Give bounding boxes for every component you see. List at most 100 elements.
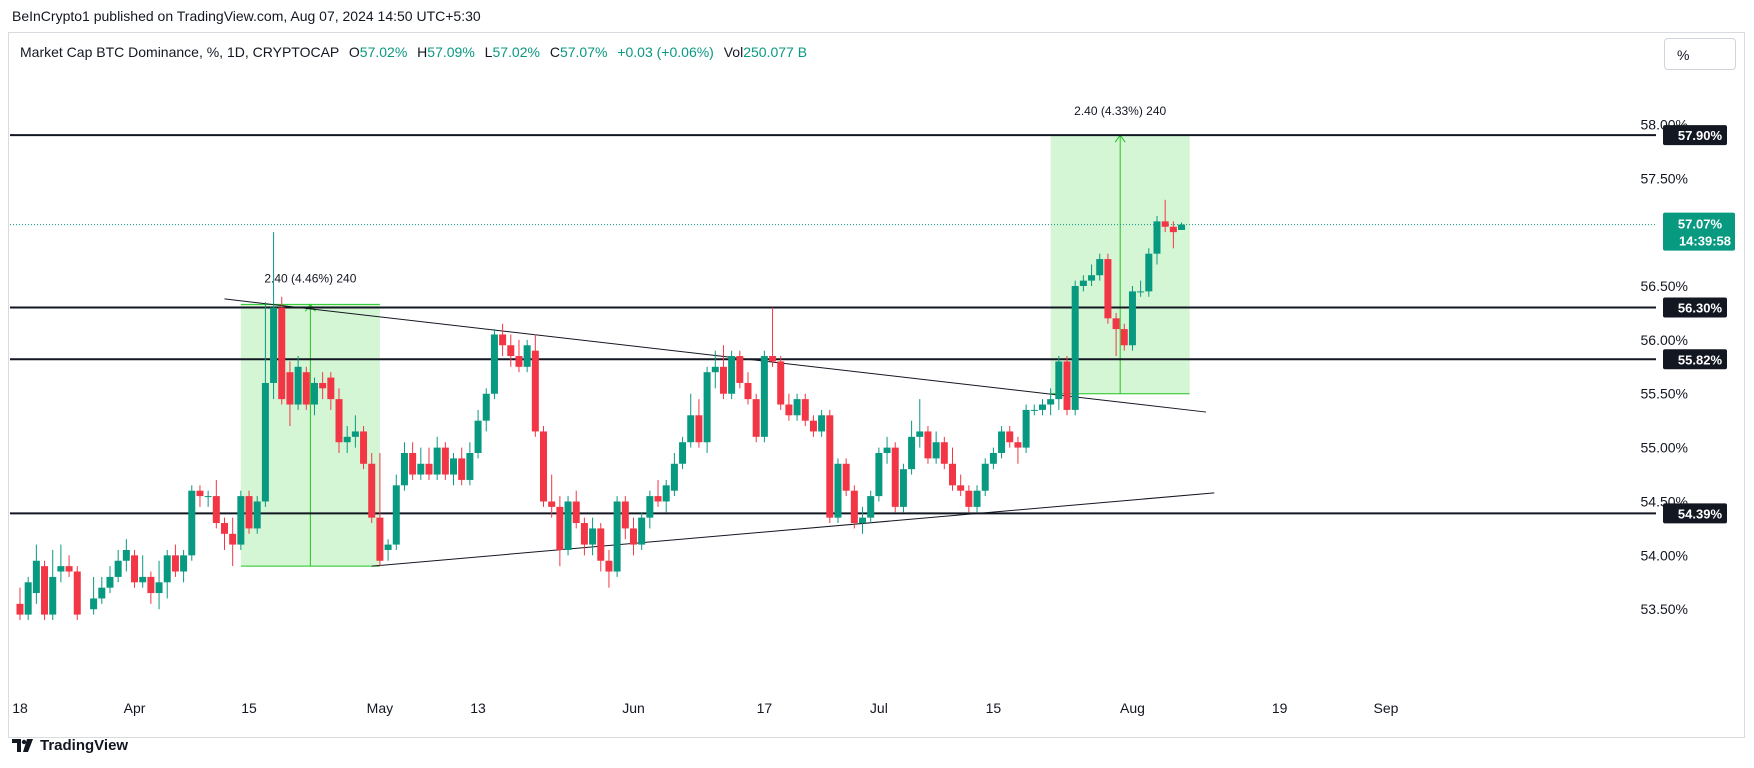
candle-body [131, 555, 139, 583]
candle-body [638, 517, 646, 545]
bar-countdown-label: 14:39:58 [1679, 234, 1731, 249]
candle-body [654, 496, 662, 502]
candle-body [719, 366, 727, 394]
high-label: H [417, 44, 428, 60]
level-price-badge-label: 55.82% [1678, 352, 1723, 367]
price-tick-label: 55.50% [1641, 386, 1688, 402]
candle-body [49, 576, 57, 615]
candle-body [1071, 286, 1079, 410]
candle-body [433, 447, 441, 475]
candle-body [695, 415, 703, 443]
candle-body [163, 555, 171, 583]
candle-body [188, 490, 196, 556]
candle-body [41, 566, 49, 615]
level-price-badge [1663, 125, 1727, 146]
change-value: +0.03 (+0.06%) [617, 44, 714, 60]
candle-body [834, 463, 842, 518]
candle-body [343, 436, 351, 443]
candle-body [450, 458, 458, 475]
price-tick-label: 56.00% [1641, 332, 1688, 348]
candle-body [474, 420, 482, 454]
percent-scale-button[interactable]: % [1664, 38, 1736, 70]
candle-body [703, 372, 711, 443]
candle-body [981, 463, 989, 491]
candle-body [57, 566, 65, 572]
close-value: 57.07% [559, 44, 608, 60]
candle-body [736, 356, 744, 383]
candle-body [106, 576, 114, 588]
candle-body [458, 458, 466, 480]
candle-body [90, 598, 98, 610]
candle-body [1047, 399, 1055, 405]
candle-body [245, 496, 253, 529]
price-tick-label: 55.00% [1641, 440, 1688, 456]
low-label: L [484, 44, 493, 60]
candle-body [351, 431, 359, 437]
candle-body [180, 555, 188, 572]
candle-body [171, 555, 179, 572]
candle-body [466, 453, 474, 480]
candle-body [850, 490, 858, 524]
trendline [371, 492, 1215, 567]
footer-brand: TradingView [40, 737, 129, 754]
candle-body [65, 566, 73, 572]
candle-body [597, 528, 605, 561]
candle-body [400, 453, 408, 486]
candle-body [384, 544, 392, 550]
time-tick-label: 17 [757, 700, 773, 716]
candle-body [114, 560, 122, 577]
level-price-badge [1663, 349, 1727, 370]
candle-body [368, 463, 376, 518]
candle-body [376, 517, 384, 561]
close-label: C [549, 44, 560, 60]
candle-body [1104, 259, 1112, 319]
last-price-badge [1663, 212, 1735, 251]
candle-body [998, 431, 1006, 454]
candle-body [1030, 409, 1038, 411]
candle-body [302, 372, 310, 405]
candle-body [1088, 275, 1096, 281]
candle-body [679, 442, 687, 464]
candle-body [818, 415, 826, 432]
candle-body [793, 399, 801, 416]
chart-frame [8, 32, 1745, 738]
candle-body [548, 501, 556, 507]
low-value: 57.02% [492, 44, 540, 60]
candle-body [482, 393, 490, 421]
candle-body [989, 453, 997, 464]
candle-body [310, 382, 318, 405]
candle-body [335, 399, 343, 443]
level-price-badge-label: 57.90% [1678, 128, 1723, 143]
candle-body [1120, 329, 1128, 346]
candle-body [540, 431, 548, 502]
candle-body [916, 431, 924, 437]
candle-body [1038, 404, 1046, 410]
time-tick-label: 13 [470, 700, 486, 716]
candle-body [499, 334, 507, 346]
candle-body [122, 549, 130, 561]
price-badges: 57.90% 56.30% 55.82% 54.39% 57.07% 14:39:58 [1663, 125, 1735, 524]
tradingview-logo-icon [12, 738, 33, 752]
candle-body [1153, 221, 1161, 254]
time-tick-label: 15 [241, 700, 257, 716]
candle-body [728, 356, 736, 394]
candle-body [1006, 431, 1014, 443]
time-tick-label: Jul [870, 700, 888, 716]
candle-body [875, 453, 883, 497]
candle-body [777, 361, 785, 405]
candle-body [932, 442, 940, 459]
candle-body [196, 490, 204, 497]
tradingview-logo: TradingView [12, 737, 128, 754]
candle-body [392, 485, 400, 545]
candle-body [229, 533, 237, 545]
candle-body [1022, 409, 1030, 448]
time-tick-label: Aug [1120, 700, 1145, 716]
price-tick-label: 54.00% [1641, 547, 1688, 563]
volume-value: 250.077 B [743, 44, 808, 60]
candle-body [1079, 280, 1087, 287]
candle-body [646, 496, 654, 518]
candle-body [883, 447, 891, 454]
candle-body [572, 501, 580, 524]
candle-body [294, 366, 302, 405]
